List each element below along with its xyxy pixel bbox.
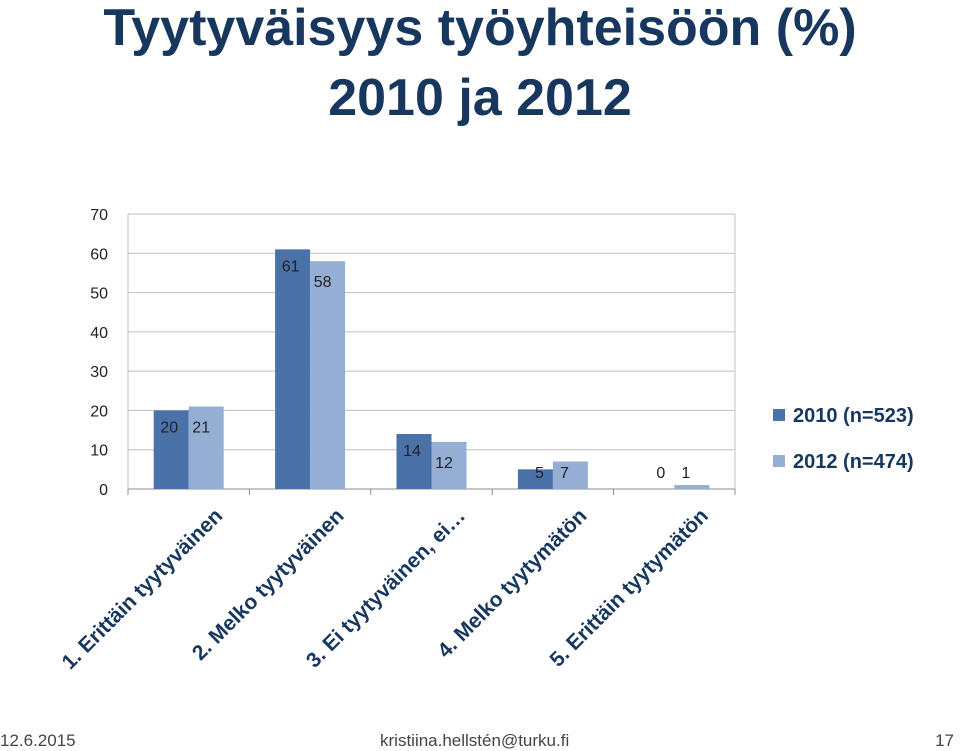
y-tick-label: 0 — [99, 482, 108, 499]
data-label: 7 — [560, 465, 569, 482]
data-label: 14 — [403, 443, 421, 460]
bar-2012 — [431, 441, 467, 489]
legend-label: 2010 (n=523) — [793, 405, 914, 427]
data-label: 61 — [282, 258, 300, 275]
bar-2012 — [552, 461, 588, 489]
data-label: 5 — [535, 465, 544, 482]
bar-2010 — [153, 410, 189, 489]
y-tick-label: 40 — [90, 325, 108, 342]
footer-email: kristiina.hellstén@turku.fi — [380, 731, 570, 750]
bar-2012 — [310, 261, 346, 489]
footer-page-number: 17 — [935, 731, 954, 750]
legend-label: 2012 (n=474) — [793, 451, 914, 473]
y-tick-label: 10 — [90, 443, 108, 460]
legend-swatch — [773, 409, 785, 421]
bar-2010 — [275, 249, 311, 489]
chart-title-line2: 2010 ja 2012 — [328, 69, 632, 127]
data-label: 20 — [160, 419, 178, 436]
chart-title-line1: Tyytyväisyys työyhteisöön (%) — [103, 0, 857, 57]
data-label: 58 — [314, 274, 332, 291]
data-label: 0 — [656, 465, 665, 482]
y-tick-label: 50 — [90, 286, 108, 303]
bar-2010 — [396, 434, 432, 489]
data-label: 21 — [192, 420, 210, 437]
bar-2010 — [517, 469, 553, 489]
y-tick-label: 70 — [90, 207, 108, 224]
data-label: 1 — [681, 465, 690, 482]
y-tick-label: 30 — [90, 364, 108, 381]
footer-date: 12.6.2015 — [0, 731, 76, 750]
y-tick-label: 60 — [90, 246, 108, 263]
legend-swatch — [773, 455, 785, 467]
y-tick-label: 20 — [90, 403, 108, 420]
data-label: 12 — [435, 455, 453, 472]
bar-2012 — [674, 485, 710, 489]
bar-2012 — [188, 406, 224, 489]
